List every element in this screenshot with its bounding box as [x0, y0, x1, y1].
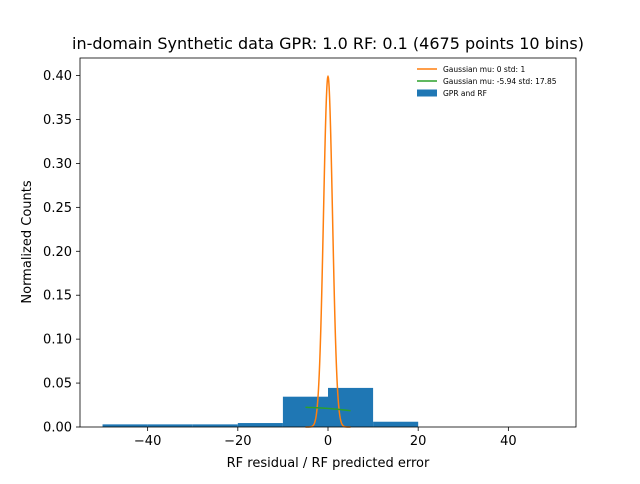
x-tick-label: −20	[224, 434, 251, 449]
legend-bar-swatch	[417, 89, 437, 97]
gaussian-curves	[305, 74, 351, 428]
legend-label: GPR and RF	[443, 89, 487, 98]
y-tick-label: 0.40	[43, 69, 72, 84]
gaussian-curve	[305, 74, 351, 428]
axes-frame	[79, 57, 577, 428]
y-tick-label: 0.30	[43, 157, 72, 172]
histogram-bar	[373, 421, 419, 427]
y-tick-label: 0.35	[43, 113, 72, 128]
histogram-bar	[328, 387, 374, 427]
plot-frame	[79, 57, 577, 428]
x-tick-label: 40	[500, 434, 517, 449]
x-axis-label: RF residual / RF predicted error	[227, 456, 430, 471]
gaussian-curve	[305, 406, 351, 412]
y-axis-label: Normalized Counts	[20, 180, 35, 303]
y-tick-label: 0.00	[43, 421, 72, 436]
histogram-bar	[237, 423, 283, 427]
chart-title: in-domain Synthetic data GPR: 1.0 RF: 0.…	[72, 34, 584, 53]
y-tick-label: 0.15	[43, 289, 72, 304]
y-tick-label: 0.25	[43, 201, 72, 216]
histogram-bar	[192, 424, 238, 427]
histogram-bar	[147, 424, 193, 427]
x-axis-ticks: −40 −20 0 20 40	[134, 427, 517, 449]
histogram-bar	[282, 396, 328, 427]
y-axis-ticks: 0.00 0.05 0.10 0.15 0.20 0.25 0.30 0.35 0.40	[43, 69, 80, 436]
x-tick-label: −40	[134, 434, 161, 449]
legend: Gaussian mu: 0 std: 1 Gaussian mu: -5.94 …	[417, 65, 557, 98]
histogram-bars	[102, 387, 419, 427]
x-tick-label: 20	[410, 434, 427, 449]
x-tick-label: 0	[324, 434, 332, 449]
y-tick-label: 0.20	[43, 245, 72, 260]
histogram-bar	[102, 424, 148, 427]
legend-label: Gaussian mu: -5.94 std: 17.85	[443, 77, 557, 86]
y-tick-label: 0.10	[43, 333, 72, 348]
legend-label: Gaussian mu: 0 std: 1	[443, 65, 525, 74]
y-tick-label: 0.05	[43, 377, 72, 392]
